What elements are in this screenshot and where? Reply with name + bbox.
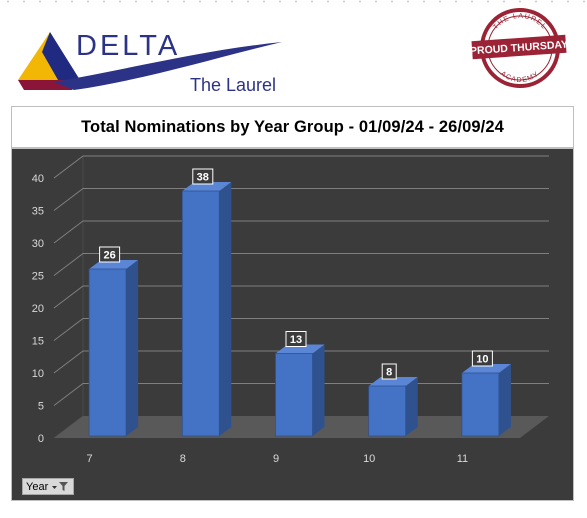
year-filter-label: Year	[26, 480, 49, 493]
brand-subtitle: The Laurel	[190, 75, 276, 95]
data-label-box	[471, 350, 493, 367]
y-tick-label: 35	[32, 206, 44, 218]
logo-swoosh-icon	[54, 42, 282, 90]
gridline	[53, 318, 549, 341]
chart-gridlines	[53, 155, 549, 406]
y-tick-label: 25	[32, 271, 44, 283]
y-axis-ticks: 0 5 10 15 20 25 30 35 40	[32, 173, 44, 445]
bar-top	[368, 377, 418, 386]
filter-dropdown-icon	[51, 481, 69, 492]
y-tick-label: 40	[32, 173, 44, 185]
gridline	[53, 155, 549, 179]
data-label: 26	[103, 250, 115, 262]
bar-side	[405, 377, 418, 436]
data-label-box	[99, 246, 121, 263]
bar-side	[498, 364, 511, 436]
y-tick-label: 10	[32, 368, 44, 380]
y-tick-label: 0	[38, 433, 44, 445]
x-tick-label: 10	[363, 453, 375, 465]
y-tick-label: 30	[32, 238, 44, 250]
x-tick-label: 8	[180, 453, 186, 465]
delta-logo: DELTA The Laurel	[18, 30, 282, 95]
gridline	[53, 253, 549, 276]
bar	[461, 372, 500, 437]
bar-side	[126, 260, 139, 436]
y-tick-label: 5	[38, 401, 44, 413]
data-labels: 26 38 13 8 10	[99, 168, 493, 380]
data-label-box	[285, 331, 307, 347]
data-label: 13	[290, 334, 302, 346]
top-dotted-border	[0, 0, 587, 3]
chart-plot-area: 0 5 10 15 20 25 30 35 40 7 8 9 10 11 26 38 13 8 10	[11, 148, 574, 501]
bar-side	[219, 182, 232, 436]
brand-name: DELTA	[76, 30, 180, 62]
bar	[88, 268, 127, 437]
y-tick-label: 15	[32, 336, 44, 348]
chart-title-box: Total Nominations by Year Group - 01/09/…	[11, 106, 574, 148]
chart-title: Total Nominations by Year Group - 01/09/…	[81, 117, 504, 136]
x-tick-label: 11	[457, 453, 468, 465]
bar	[181, 190, 220, 437]
bar	[368, 385, 407, 437]
y-tick-label: 20	[32, 303, 44, 315]
data-label-box	[192, 168, 214, 185]
gridline	[53, 350, 549, 374]
bar-side	[312, 344, 325, 436]
logo-triangle-blue-icon	[42, 32, 80, 80]
x-axis-ticks: 7 8 9 10 11	[87, 453, 469, 465]
data-label: 38	[197, 172, 209, 184]
year-filter-button[interactable]: Year	[22, 478, 74, 495]
proud-thursday-badge: THE LAUREL PROUD THURSDAY ACADEMY	[470, 8, 568, 88]
badge-banner-icon	[471, 34, 567, 60]
chart-bars	[88, 182, 511, 437]
gridline	[53, 220, 549, 244]
x-tick-label: 9	[273, 453, 279, 465]
data-label: 8	[386, 367, 392, 379]
bar-chart: 0 5 10 15 20 25 30 35 40 7 8 9 10 11 26 38 13 8 10	[32, 154, 549, 465]
bar	[275, 353, 313, 437]
x-tick-label: 7	[87, 453, 93, 465]
data-label: 10	[476, 354, 488, 366]
gridline	[53, 285, 549, 309]
gridline	[53, 188, 549, 211]
data-label-box	[381, 363, 397, 380]
